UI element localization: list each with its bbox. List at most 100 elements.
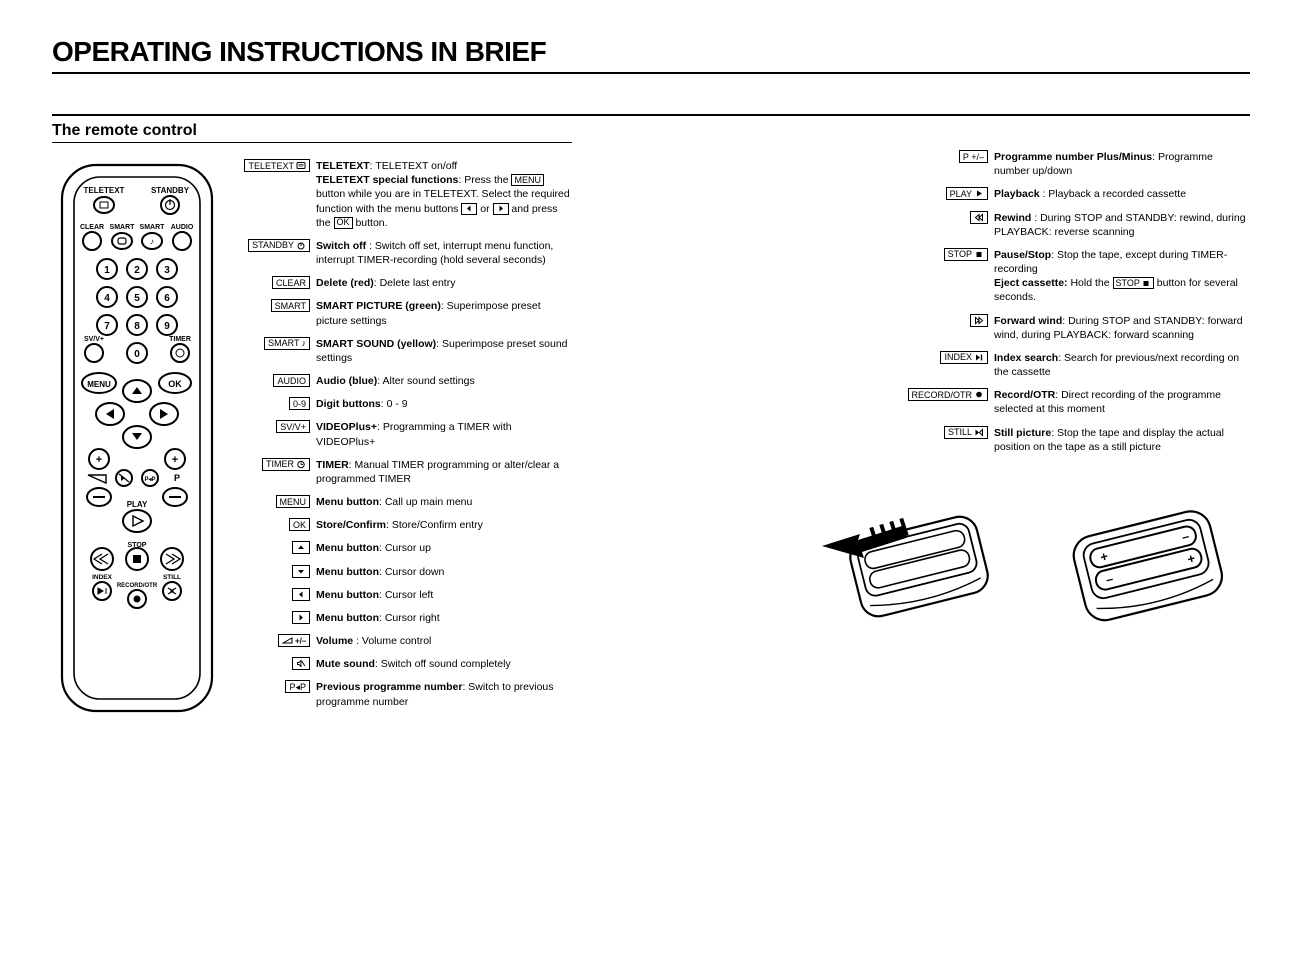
button-label-box (970, 211, 988, 224)
item-text: : 0 - 9 (381, 398, 408, 410)
item-text: : During STOP and STANDBY: rewind, durin… (994, 212, 1246, 238)
item-title: Menu button (316, 612, 379, 624)
battery-illustrations: + – – + (612, 474, 1250, 644)
item-text: : Call up main menu (379, 496, 472, 508)
item-title: Menu button (316, 496, 379, 508)
item-text: : Cursor left (379, 589, 433, 601)
button-label-box: P◂P (285, 680, 310, 693)
button-label-box: INDEX (940, 351, 988, 364)
svg-text:STANDBY: STANDBY (151, 186, 190, 195)
description-row: PLAY Playback : Playback a recorded cass… (910, 187, 1250, 201)
item-title: Menu button (316, 589, 379, 601)
item-title: Record/OTR (994, 389, 1055, 401)
description-row: P◂PPrevious programme number: Switch to … (244, 680, 572, 708)
item-text: : Cursor right (379, 612, 440, 624)
svg-text:P: P (174, 473, 180, 483)
svg-text:♪: ♪ (150, 237, 154, 246)
description-row: OKStore/Confirm: Store/Confirm entry (244, 518, 572, 532)
svg-text:+: + (96, 454, 102, 466)
button-label-box: SMART ♪ (264, 337, 310, 350)
item-text: : Manual TIMER programming or alter/clea… (316, 459, 559, 485)
section-title: The remote control (52, 122, 572, 143)
description-row: Menu button: Cursor right (244, 611, 572, 625)
description-row: +/–Volume : Volume control (244, 634, 572, 648)
svg-text:9: 9 (164, 321, 170, 332)
description-row: 0-9 Digit buttons: 0 - 9 (244, 397, 572, 411)
description-row: STILL Still picture: Stop the tape and d… (910, 426, 1250, 454)
button-label-box (292, 588, 310, 601)
left-descriptions: TELETEXT TELETEXT: TELETEXT on/offTELETE… (244, 159, 572, 719)
svg-text:SMART: SMART (140, 224, 166, 231)
svg-text:TELETEXT: TELETEXT (84, 186, 125, 195)
button-label-box (292, 611, 310, 624)
button-label-box: STANDBY (248, 239, 310, 252)
item-text: : Cursor up (379, 542, 431, 554)
svg-text:5: 5 (134, 293, 140, 304)
remote-illustration: TELETEXT STANDBY CLEAR SMART SMART AUDIO… (52, 159, 222, 719)
button-label-box: CLEAR (272, 276, 310, 289)
description-row: STOP Pause/Stop: Stop the tape, except d… (910, 248, 1250, 305)
svg-text:+/–: +/– (295, 637, 306, 646)
button-label-box: +/– (278, 634, 310, 647)
svg-text:4: 4 (104, 293, 110, 304)
item-title: Switch off (316, 240, 366, 252)
description-row: Menu button: Cursor left (244, 588, 572, 602)
button-label-box: RECORD/OTR (908, 388, 989, 401)
item-title: Pause/Stop (994, 249, 1051, 261)
button-label-box: STOP (944, 248, 988, 261)
button-label-box (970, 314, 988, 327)
description-row: RECORD/OTR Record/OTR: Direct recording … (910, 388, 1250, 416)
description-row: Menu button: Cursor up (244, 541, 572, 555)
svg-text:CLEAR: CLEAR (80, 224, 104, 231)
item-text: : TELETEXT on/off (370, 160, 458, 172)
button-label-box: TELETEXT (244, 159, 310, 172)
item-title: Audio (blue) (316, 375, 377, 387)
item-text: : Store/Confirm entry (386, 519, 483, 531)
svg-text:SV/V+: SV/V+ (84, 336, 104, 343)
item-title: Rewind (994, 212, 1031, 224)
description-row: INDEX Index search: Search for previous/… (910, 351, 1250, 379)
item-title: Menu button (316, 542, 379, 554)
svg-text:SMART: SMART (110, 224, 136, 231)
button-label-box: 0-9 (289, 397, 310, 410)
svg-text:TIMER: TIMER (169, 336, 191, 343)
description-row: AUDIO Audio (blue): Alter sound settings (244, 374, 572, 388)
button-label-box (292, 565, 310, 578)
description-row: TELETEXT TELETEXT: TELETEXT on/offTELETE… (244, 159, 572, 230)
description-row: TIMER TIMER: Manual TIMER programming or… (244, 458, 572, 486)
description-row: CLEAR Delete (red): Delete last entry (244, 276, 572, 290)
svg-text:2: 2 (134, 265, 140, 276)
item-title: SMART SOUND (yellow) (316, 338, 436, 350)
description-row: Rewind : During STOP and STANDBY: rewind… (910, 211, 1250, 239)
button-label-box: SMART (271, 299, 310, 312)
item-title: Mute sound (316, 658, 375, 670)
svg-text:RECORD/OTR: RECORD/OTR (117, 583, 158, 589)
item-title: Volume (316, 635, 353, 647)
svg-text:STILL: STILL (163, 574, 181, 581)
item-title: TELETEXT (316, 160, 370, 172)
button-label-box (292, 541, 310, 554)
svg-text:PLAY: PLAY (127, 500, 148, 509)
button-label-box: P +/– (959, 150, 988, 163)
item-text: : Delete last entry (374, 277, 456, 289)
button-label-box: OK (289, 518, 310, 531)
item-title: Forward wind (994, 315, 1062, 327)
right-descriptions: P +/–Programme number Plus/Minus: Progra… (910, 150, 1250, 454)
svg-text:AUDIO: AUDIO (171, 224, 194, 231)
item-text: : Alter sound settings (377, 375, 474, 387)
button-label-box: MENU (276, 495, 311, 508)
svg-text:1: 1 (104, 265, 110, 276)
item-title: Programme number Plus/Minus (994, 151, 1152, 163)
item-title: Still picture (994, 427, 1051, 439)
item-title: Previous programme number (316, 681, 462, 693)
page-title: OPERATING INSTRUCTIONS IN BRIEF (52, 36, 1250, 74)
item-title: Delete (red) (316, 277, 374, 289)
item-title: Playback (994, 188, 1040, 200)
svg-text:MENU: MENU (87, 380, 111, 389)
button-label-box: AUDIO (273, 374, 310, 387)
button-label-box: TIMER (262, 458, 310, 471)
item-title: Digit buttons (316, 398, 381, 410)
description-row: Menu button: Cursor down (244, 565, 572, 579)
item-title: VIDEOPlus+ (316, 421, 377, 433)
description-row: MENU Menu button: Call up main menu (244, 495, 572, 509)
